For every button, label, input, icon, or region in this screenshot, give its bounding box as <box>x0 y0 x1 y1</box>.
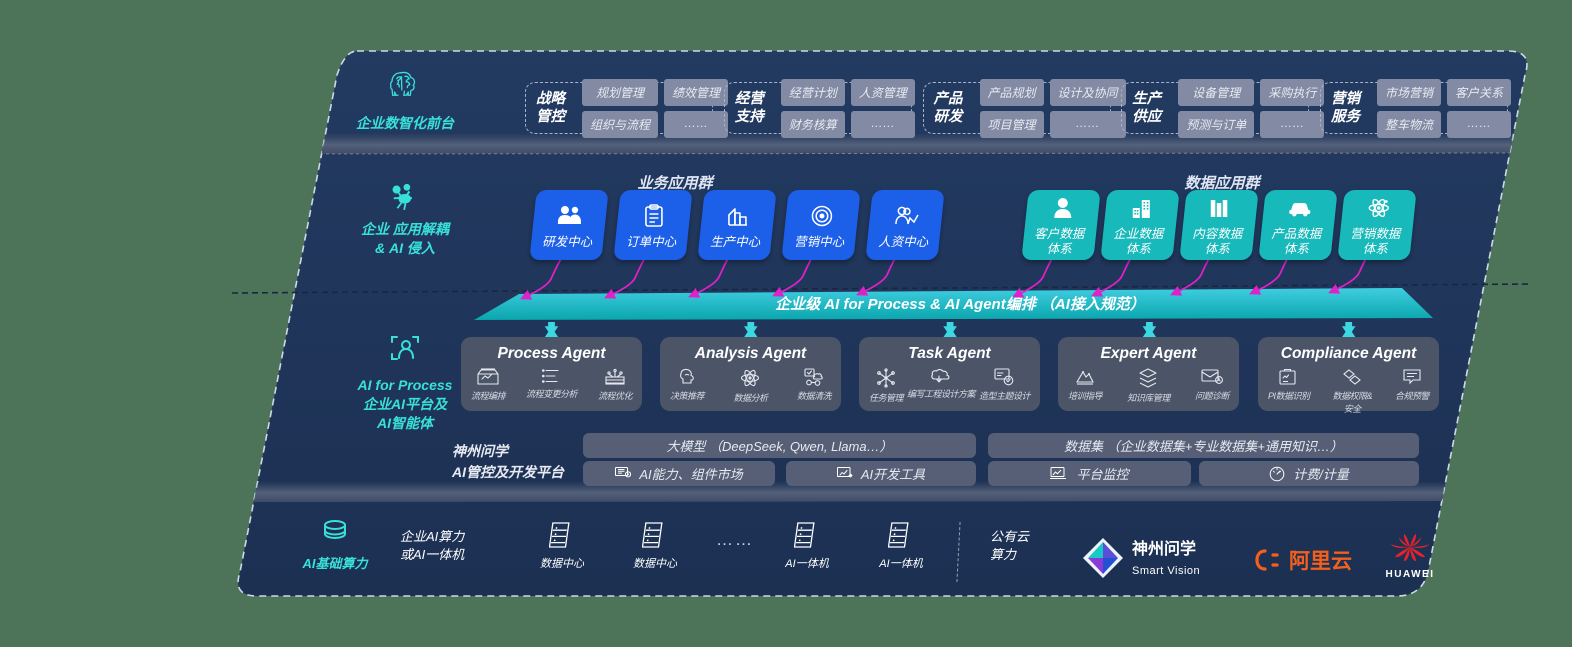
svg-text:企业级 AI for Process & AI Agent编: 企业级 AI for Process & AI Agent编排 （AI接入规范） <box>775 295 1145 313</box>
